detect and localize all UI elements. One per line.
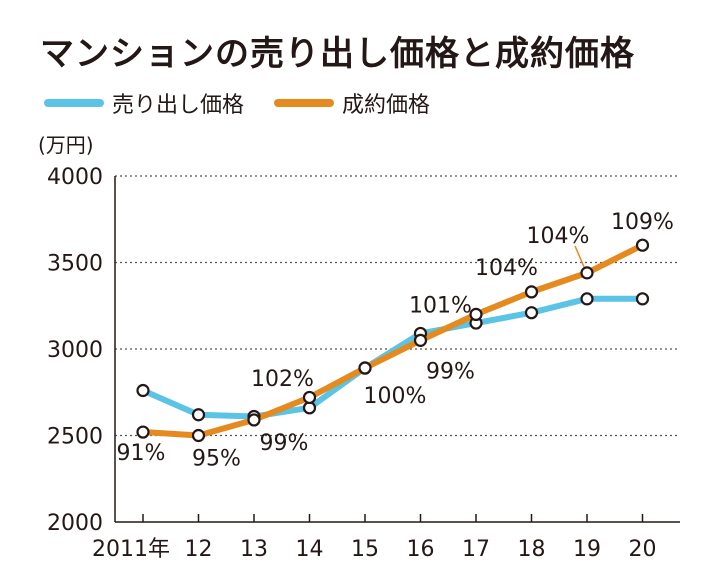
point-asking-price-9 (635, 292, 650, 306)
point-contract-price-0 (136, 425, 150, 439)
annotation-7: 104% (475, 256, 538, 281)
x-tick-label-9: 20 (629, 537, 657, 562)
y-axis-unit: (万円) (38, 133, 94, 157)
annotation-9: 109% (611, 210, 674, 235)
point-asking-price-1 (191, 408, 206, 422)
annotation-0: 91% (117, 441, 166, 466)
annotation-8: 104% (527, 224, 590, 249)
legend-label-asking: 売り出し価格 (112, 93, 245, 118)
x-tick-label-8: 19 (573, 537, 601, 562)
legend-item-asking: 売り出し価格 (44, 87, 244, 119)
chart-title: マンションの売り出し価格と成約価格 (40, 34, 635, 74)
x-tick-label-5: 16 (407, 537, 435, 562)
point-contract-price-2 (247, 413, 261, 427)
x-tick-label-6: 17 (462, 537, 490, 562)
annotation-4: 100% (364, 384, 427, 409)
point-asking-price-7 (524, 306, 539, 320)
y-tick-label-2000: 2000 (47, 511, 103, 536)
point-contract-price-9 (635, 238, 650, 252)
point-asking-price-0 (136, 383, 150, 398)
point-asking-price-8 (580, 292, 594, 306)
annotation-leader-19 (574, 245, 585, 268)
y-tick-label-4000: 4000 (47, 165, 103, 190)
annotation-2: 99% (260, 431, 309, 456)
point-contract-price-5 (413, 333, 428, 347)
series-line-asking-price (140, 295, 646, 420)
x-tick-label-7: 18 (518, 537, 546, 562)
annotation-1: 95% (192, 447, 241, 472)
legend: 売り出し価格 成約価格 (44, 88, 460, 118)
point-contract-price-3 (302, 390, 317, 405)
x-tick-label-4: 15 (351, 537, 379, 562)
point-contract-price-1 (191, 428, 206, 443)
annotation-3: 102% (251, 367, 314, 392)
point-contract-price-6 (469, 307, 483, 321)
legend-item-contract: 成約価格 (274, 87, 430, 119)
x-tick-label-1: 12 (185, 537, 213, 562)
legend-swatch-asking (44, 99, 104, 107)
x-tick-label-0: 2011年 (92, 537, 170, 562)
series-line-contract-price (140, 242, 646, 439)
annotation-5: 99% (426, 359, 475, 384)
y-tick-label-2500: 2500 (47, 425, 103, 450)
point-contract-price-8 (580, 266, 594, 280)
y-tick-label-3000: 3000 (47, 338, 103, 363)
x-tick-label-2: 13 (240, 537, 268, 562)
point-contract-price-7 (524, 285, 539, 299)
legend-swatch-contract (274, 99, 335, 107)
legend-label-contract: 成約価格 (342, 93, 431, 118)
point-contract-price-4 (358, 361, 372, 375)
y-tick-label-3500: 3500 (47, 252, 103, 277)
x-tick-label-3: 14 (296, 537, 324, 562)
annotation-6: 101% (409, 293, 472, 318)
